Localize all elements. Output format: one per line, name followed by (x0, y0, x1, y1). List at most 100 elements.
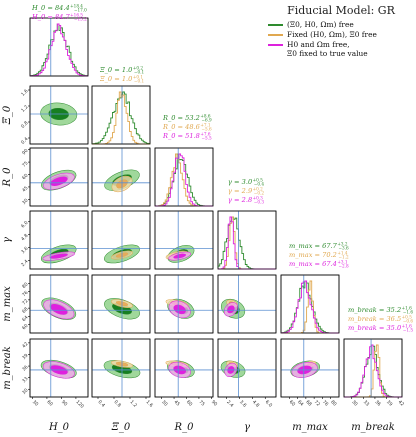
summary-R0-magenta: R_0 = 51.8+7.6 −5.5 (162, 132, 212, 141)
summary-gamma-green: γ = 3.0+0.5 −0.4 (228, 178, 264, 187)
summary-m_max-green: m_max = 67.7+3.2 −3.6 (289, 242, 349, 251)
panel-m_break-gamma (217, 338, 277, 398)
x-tick-label: 60 (288, 399, 296, 407)
x-tick-label: 0.8 (113, 399, 122, 408)
contour-inner-magenta (227, 305, 235, 314)
x-tick-label: 45 (173, 399, 181, 407)
panel-m_max-gamma (217, 274, 277, 334)
x-axis-label-R0: R_0 (174, 422, 195, 433)
summary-m_max-magenta: m_max = 67.4+3.1 −2.8 (289, 260, 349, 269)
x-tick-label: 3.6 (238, 399, 247, 408)
y-axis-label-R0: R_0 (2, 167, 13, 188)
panel-border (29, 274, 89, 334)
summary-m_break-orange: m_break = 36.5+0.5 −0.6 (348, 315, 413, 324)
summary-H0-magenta: H_0 = 84.7+16.5 −15.2 (31, 13, 87, 22)
x-tick-label: 60 (46, 399, 54, 407)
panel-m_max-Xi0 (91, 274, 151, 334)
contour-inner-magenta (49, 253, 68, 259)
panel-border (91, 274, 151, 334)
panel-H0-H0 (29, 17, 89, 77)
panel-gamma-R0 (154, 210, 214, 270)
x-tick-label: 4.8 (251, 399, 260, 408)
x-tick-label: 33 (362, 399, 370, 407)
panel-m_break-Xi0 (91, 338, 151, 398)
x-tick-label: 64 (296, 399, 304, 407)
panel-m_break-m_break (343, 338, 403, 398)
y-tick-label: 0.4 (20, 136, 29, 145)
y-tick-label: 68 (21, 306, 29, 314)
legend-item-magenta: H0 and Ωm free, Ξ0 fixed to true value (268, 40, 414, 58)
panel-border (91, 210, 151, 270)
panel-border (217, 210, 277, 270)
summary-R0-orange: R_0 = 48.6+7.1 −5.6 (162, 123, 212, 132)
summary-R0-green: R_0 = 53.2+8.6 −6.9 (162, 114, 212, 123)
marginal-hist-green (29, 23, 89, 77)
x-tick-label: 75 (198, 399, 206, 407)
x-axis-label-m_max: m_max (292, 422, 328, 433)
x-axis-label-gamma: γ (244, 422, 250, 433)
panel-gamma-H0 (29, 210, 89, 270)
y-tick-label: 42 (21, 341, 29, 349)
panel-border (154, 338, 214, 398)
panel-Xi0-Xi0 (91, 85, 151, 145)
panel-gamma-Xi0 (91, 210, 151, 270)
x-tick-label: 80 (329, 399, 337, 407)
x-axis-label-m_break: m_break (351, 422, 395, 433)
y-tick-label: 90 (21, 148, 29, 156)
panel-gamma-gamma (217, 210, 277, 270)
panel-border (91, 338, 151, 398)
panel-border (29, 210, 89, 270)
panel-m_max-R0 (154, 274, 214, 334)
panel-border (29, 147, 89, 207)
summary-m_break-magenta: m_break = 35.0+1.6 −1.5 (348, 324, 413, 333)
summary-m_max-orange: m_max = 70.2+1.4 −1.2 (289, 251, 349, 260)
panel-border (154, 274, 214, 334)
panel-frame (154, 147, 214, 207)
y-tick-label: 1.2 (20, 104, 29, 113)
panel-R0-R0 (154, 147, 214, 207)
legend-swatch-magenta (268, 44, 283, 46)
panel-border (343, 338, 403, 398)
panel-border (280, 274, 340, 334)
x-tick-label: 6.0 (264, 399, 273, 408)
summary-Xi0-orange: Ξ_0 = 1.0+0.1 −0.1 (99, 75, 145, 84)
panel-m_break-R0 (154, 338, 214, 398)
summary-m_break-green: m_break = 35.2+1.6 −1.6 (348, 306, 413, 315)
x-tick-label: 2.4 (225, 399, 234, 408)
y-tick-label: 64 (21, 315, 29, 323)
panel-border (217, 274, 277, 334)
y-tick-label: 4.8 (20, 233, 29, 242)
x-tick-label: 1.2 (129, 399, 138, 408)
y-tick-label: 33 (21, 376, 29, 384)
x-tick-label: 90 (60, 399, 68, 407)
legend-label-orange: Fixed (H0, Ωm), Ξ0 free (287, 30, 377, 39)
marginal-hist-magenta (29, 23, 89, 77)
x-axis-label-Xi0: Ξ_0 (111, 422, 131, 433)
panel-R0-H0 (29, 147, 89, 207)
y-axis-label-gamma: γ (2, 237, 13, 243)
x-tick-label: 72 (313, 399, 321, 407)
panel-border (217, 338, 277, 398)
panel-border (91, 85, 151, 145)
summary-Xi0-green: Ξ_0 = 1.0+0.2 −0.1 (99, 66, 145, 75)
panel-m_break-m_max (280, 338, 340, 398)
panel-border (154, 210, 214, 270)
contour-inner-magenta (173, 253, 186, 259)
x-tick-label: 1.6 (145, 399, 154, 408)
panel-m_max-m_max (280, 274, 340, 334)
panel-m_max-H0 (29, 274, 89, 334)
x-tick-label: 60 (185, 399, 193, 407)
y-tick-label: 1.6 (20, 88, 29, 97)
y-axis-label-Xi0: Ξ_0 (2, 105, 13, 125)
y-tick-label: 60 (21, 323, 29, 331)
y-tick-label: 45 (21, 185, 29, 193)
y-tick-label: 76 (21, 290, 29, 298)
y-tick-label: 36 (21, 364, 29, 372)
legend-title: Fiducial Model: GR (287, 4, 395, 17)
panel-border (91, 147, 151, 207)
panel-R0-Xi0 (91, 147, 151, 207)
y-tick-label: 80 (21, 281, 29, 289)
y-tick-label: 3.6 (20, 246, 29, 255)
y-tick-label: 0.8 (20, 120, 29, 129)
